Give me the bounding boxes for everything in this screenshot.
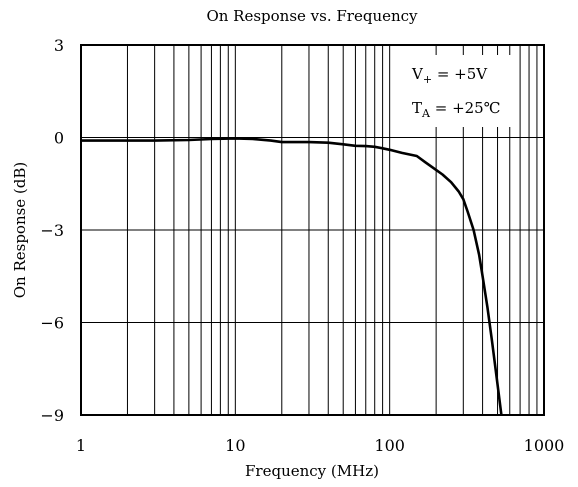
- y-tick-label: −9: [40, 406, 64, 425]
- ann-t-symbol: T: [412, 99, 422, 117]
- ann-v-subscript: +: [423, 73, 432, 86]
- ann-t-value: = +25℃: [430, 99, 501, 117]
- response-curve: [81, 137, 503, 415]
- x-tick-label: 1: [76, 436, 86, 455]
- x-tick-label: 1000: [524, 436, 565, 455]
- annotation-temperature: TA = +25℃: [412, 99, 501, 120]
- y-tick-label: −3: [40, 221, 64, 240]
- ann-t-subscript: A: [421, 107, 431, 120]
- y-axis-label: On Response (dB): [11, 162, 29, 299]
- y-tick-label: −6: [40, 314, 64, 333]
- y-tick-label: 3: [54, 36, 64, 55]
- ann-v-symbol: V: [411, 65, 424, 83]
- curve-group: [81, 137, 503, 415]
- x-tick-labels: 1 10 100 1000: [76, 436, 564, 455]
- grid: [81, 45, 544, 415]
- annotation-box: [397, 55, 514, 127]
- ann-v-value: = +5V: [432, 65, 488, 83]
- x-axis-label: Frequency (MHz): [245, 462, 379, 480]
- x-tick-label: 100: [374, 436, 405, 455]
- x-tick-label: 10: [225, 436, 245, 455]
- y-tick-labels: 3 0 −3 −6 −9: [40, 36, 64, 425]
- plot-frame: [80, 44, 545, 416]
- chart-title: On Response vs. Frequency: [206, 7, 418, 25]
- y-tick-label: 0: [54, 129, 64, 148]
- annotation-supply-voltage: V+ = +5V: [411, 65, 488, 86]
